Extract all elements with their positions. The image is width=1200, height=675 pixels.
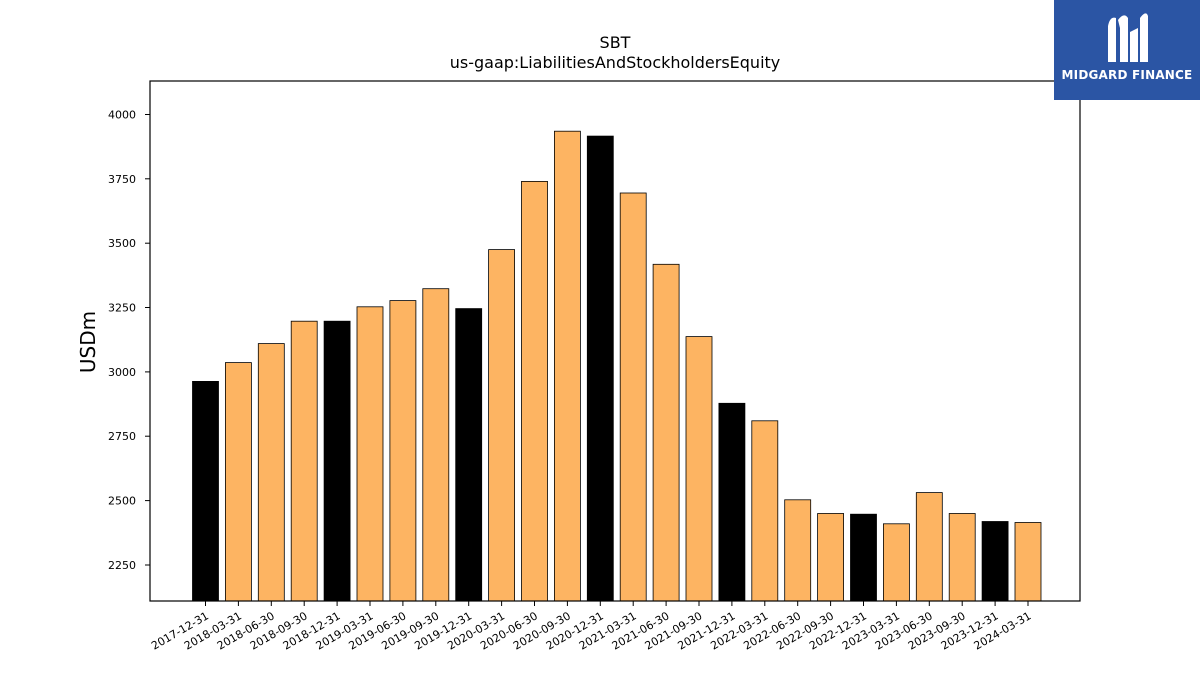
y-tick-label: 3250	[108, 302, 136, 315]
bar-2018-09-30	[290, 320, 318, 602]
bar-2021-06-30	[652, 263, 680, 602]
bar-2023-03-31	[883, 523, 910, 602]
bar-2023-06-30	[915, 492, 943, 602]
bar-2023-12-31	[981, 521, 1009, 602]
bar-2017-12-31	[192, 380, 219, 602]
bar-2021-12-31	[718, 402, 746, 602]
bars-group	[192, 130, 1042, 602]
bar-2020-09-30	[554, 130, 581, 602]
bar-2020-06-30	[521, 180, 548, 602]
bar-2022-03-31	[751, 420, 779, 602]
bar-2021-09-30	[685, 336, 713, 602]
bar-2023-09-30	[948, 513, 976, 602]
bar-2019-12-31	[455, 308, 483, 602]
y-axis-ticks: 2250 2500 2750 3000 3250 3500 3750 4000	[108, 109, 150, 572]
y-tick-label: 2250	[108, 559, 136, 572]
y-tick-label: 3750	[108, 173, 136, 186]
bar-2019-03-31	[356, 306, 384, 602]
midgard-logo-icon	[1108, 13, 1148, 62]
bar-2018-12-31	[323, 320, 351, 602]
bar-2024-03-31	[1014, 522, 1042, 602]
bar-2019-06-30	[389, 300, 417, 602]
chart-subtitle: us-gaap:LiabilitiesAndStockholdersEquity	[450, 53, 781, 72]
bar-2022-09-30	[817, 513, 844, 602]
logo-text: MIDGARD FINANCE	[1061, 68, 1193, 82]
y-axis-label: USDm	[76, 311, 100, 373]
bar-2022-06-30	[784, 499, 812, 602]
y-tick-label: 3000	[108, 366, 136, 379]
bar-2022-12-31	[850, 513, 877, 602]
y-tick-label: 4000	[108, 109, 136, 122]
bar-2021-03-31	[619, 192, 647, 602]
bar-2018-06-30	[257, 343, 285, 602]
y-tick-label: 2750	[108, 430, 136, 443]
plot-frame	[149, 80, 1081, 602]
y-tick-label: 2500	[108, 495, 136, 508]
brand-logo: MIDGARD FINANCE	[1054, 0, 1200, 100]
y-tick-label: 3500	[108, 237, 136, 250]
bar-2019-09-30	[422, 288, 450, 602]
bar-2020-03-31	[488, 249, 516, 602]
x-axis-ticks: 2017-12-312018-03-312018-06-302018-09-30…	[149, 601, 1034, 653]
bar-2018-03-31	[224, 362, 252, 602]
chart-title: SBT	[600, 33, 631, 52]
bar-2020-12-31	[586, 135, 614, 602]
